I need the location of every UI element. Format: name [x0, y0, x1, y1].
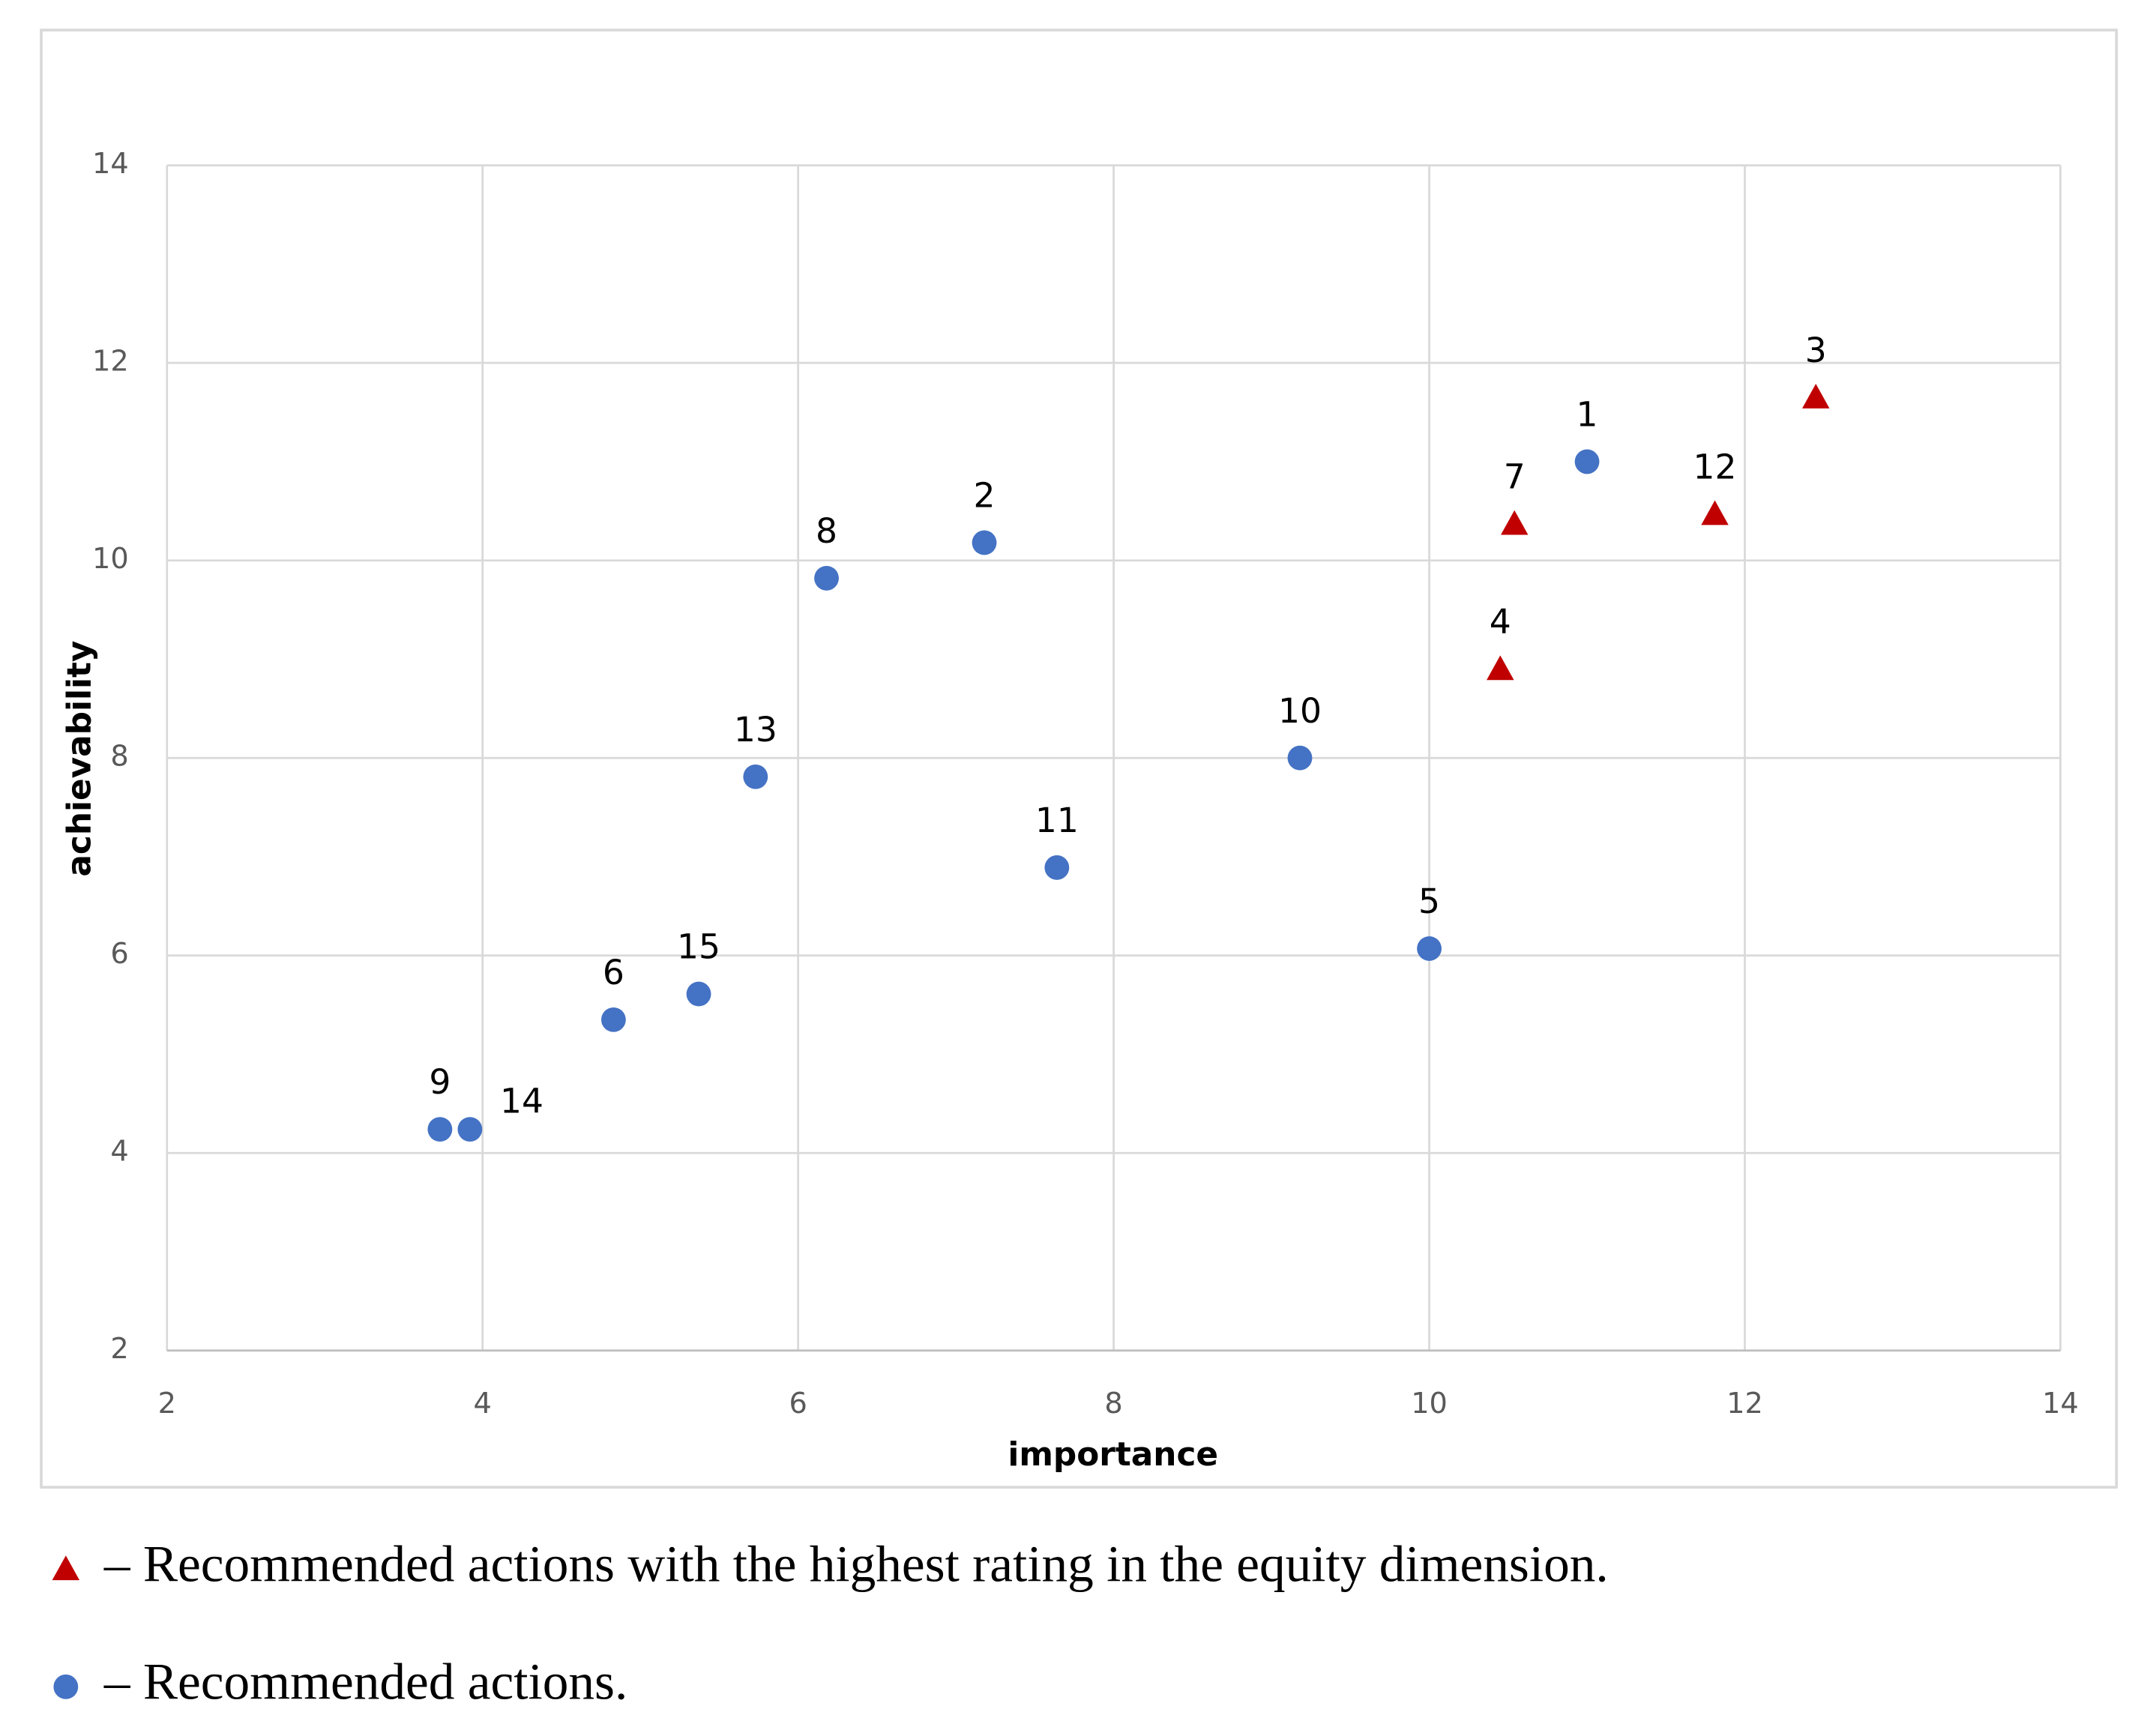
circle-marker: [600, 1007, 626, 1032]
y-tick-label: 12: [92, 345, 129, 379]
circle-marker: [743, 764, 768, 789]
legend-label: – Recommended actions.: [103, 1652, 627, 1710]
circle-marker: [1574, 449, 1600, 474]
circle-marker: [1044, 855, 1070, 880]
point-label: 12: [1693, 447, 1737, 486]
point-label: 10: [1278, 691, 1322, 731]
triangle-marker: [1500, 510, 1529, 535]
x-tick-label: 10: [1411, 1387, 1448, 1420]
triangle-marker: [1802, 384, 1830, 409]
circle-marker: [972, 530, 997, 555]
point-label: 13: [734, 710, 777, 750]
point-label: 2: [974, 476, 996, 516]
y-tick-label: 2: [110, 1332, 128, 1366]
circle-marker: [427, 1117, 453, 1142]
y-tick-label: 10: [92, 542, 129, 576]
circle-marker: [686, 981, 711, 1007]
x-axis-label: importance: [1008, 1435, 1218, 1474]
circle-marker: [814, 565, 839, 591]
circle-marker: [457, 1117, 483, 1142]
point-label: 3: [1805, 331, 1827, 370]
circle-marker: [1287, 745, 1313, 771]
circle-marker: [53, 1674, 79, 1699]
x-tick-label: 12: [1726, 1387, 1763, 1420]
y-tick-label: 14: [92, 147, 129, 181]
point-label: 5: [1418, 881, 1440, 921]
triangle-marker: [1701, 500, 1729, 525]
x-tick-label: 4: [474, 1387, 492, 1420]
point-label: 9: [429, 1062, 451, 1102]
point-label: 1: [1577, 395, 1598, 435]
y-tick-label: 6: [110, 937, 128, 971]
x-tick-label: 8: [1104, 1387, 1122, 1420]
point-label: 14: [500, 1082, 543, 1121]
x-tick-label: 6: [789, 1387, 807, 1420]
x-tick-label: 14: [2042, 1387, 2079, 1420]
x-tick-label: 2: [158, 1387, 176, 1420]
point-label: 11: [1035, 801, 1079, 840]
point-label: 8: [816, 511, 837, 551]
y-tick-label: 4: [110, 1135, 128, 1169]
y-tick-label: 8: [110, 740, 128, 774]
circle-marker: [1417, 936, 1442, 961]
point-label: 6: [603, 953, 624, 992]
y-axis-label: achievability: [61, 641, 99, 877]
triangle-marker: [1487, 655, 1514, 681]
point-label: 7: [1504, 457, 1526, 497]
legend-label: – Recommended actions with the highest r…: [103, 1534, 1609, 1592]
point-label: 15: [677, 927, 720, 967]
triangle-marker: [52, 1555, 80, 1581]
point-label: 4: [1490, 602, 1511, 642]
